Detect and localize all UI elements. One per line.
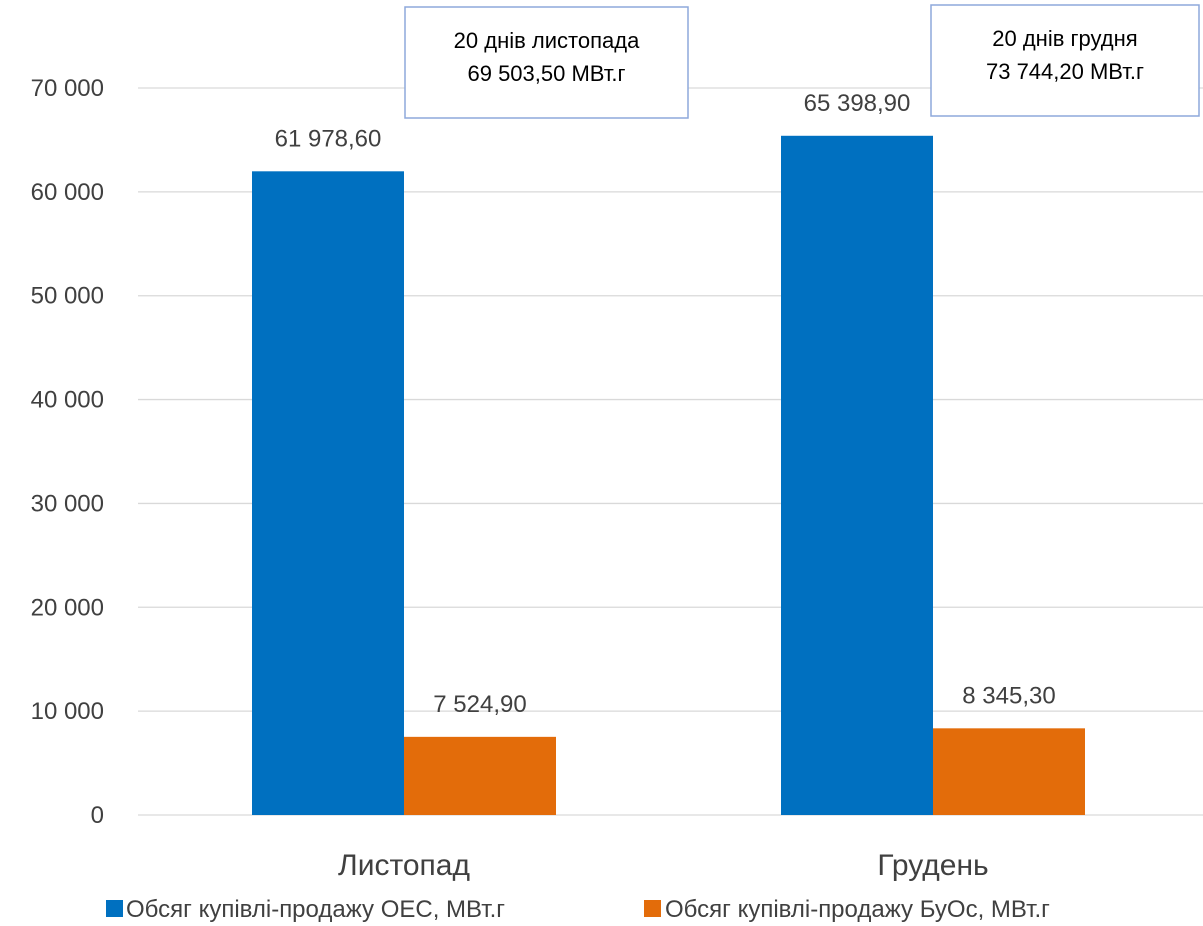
data-labels: 61 978,60 65 398,90 7 524,90 8 345,30 [275, 90, 1056, 718]
legend-swatch [106, 900, 123, 917]
x-category-label: Грудень [877, 849, 988, 882]
legend-item: Обсяг купівлі-продажу ОЕС, МВт.г [106, 896, 505, 923]
y-tick-label: 70 000 [31, 75, 104, 102]
y-tick-label: 50 000 [31, 283, 104, 310]
annotation-frame [404, 6, 689, 119]
annotation-line2: 69 503,50 МВт.г [467, 61, 625, 86]
legend-label: Обсяг купівлі-продажу БуОс, МВт.г [665, 896, 1050, 923]
legend-label: Обсяг купівлі-продажу ОЕС, МВт.г [126, 896, 505, 923]
y-tick-label: 20 000 [31, 594, 104, 621]
bar-oes-0 [252, 171, 404, 815]
legend-item: Обсяг купівлі-продажу БуОс, МВт.г [644, 896, 1050, 923]
annotation-box: 20 днів листопада 69 503,50 МВт.г [404, 6, 689, 119]
y-tick-label: 60 000 [31, 179, 104, 206]
data-label: 8 345,30 [962, 682, 1055, 709]
y-tick-label: 0 [91, 802, 104, 829]
annotation-line2: 73 744,20 МВт.г [986, 59, 1144, 84]
annotation-box: 20 днів грудня 73 744,20 МВт.г [930, 4, 1200, 117]
y-tick-label: 40 000 [31, 387, 104, 414]
data-label: 61 978,60 [275, 125, 382, 152]
bar-buos-1 [933, 728, 1085, 815]
data-label: 65 398,90 [804, 90, 911, 117]
bar-oes-1 [781, 135, 933, 815]
y-tick-label: 10 000 [31, 698, 104, 725]
x-category-label: Листопад [338, 849, 470, 882]
bars [252, 135, 1085, 815]
legend-swatch [644, 900, 661, 917]
y-axis: 0 10 000 20 000 30 000 40 000 50 000 60 000 70 … [31, 75, 104, 829]
annotation-line1: 20 днів грудня [992, 26, 1137, 51]
data-label: 7 524,90 [433, 691, 526, 718]
legend: Обсяг купівлі-продажу ОЕС, МВт.г Обсяг ку… [106, 896, 1050, 923]
annotation-line1: 20 днів листопада [454, 28, 640, 53]
y-tick-label: 30 000 [31, 490, 104, 517]
bar-buos-0 [404, 736, 556, 815]
x-axis: Листопад Грудень [338, 849, 989, 882]
annotation-frame [930, 4, 1200, 117]
